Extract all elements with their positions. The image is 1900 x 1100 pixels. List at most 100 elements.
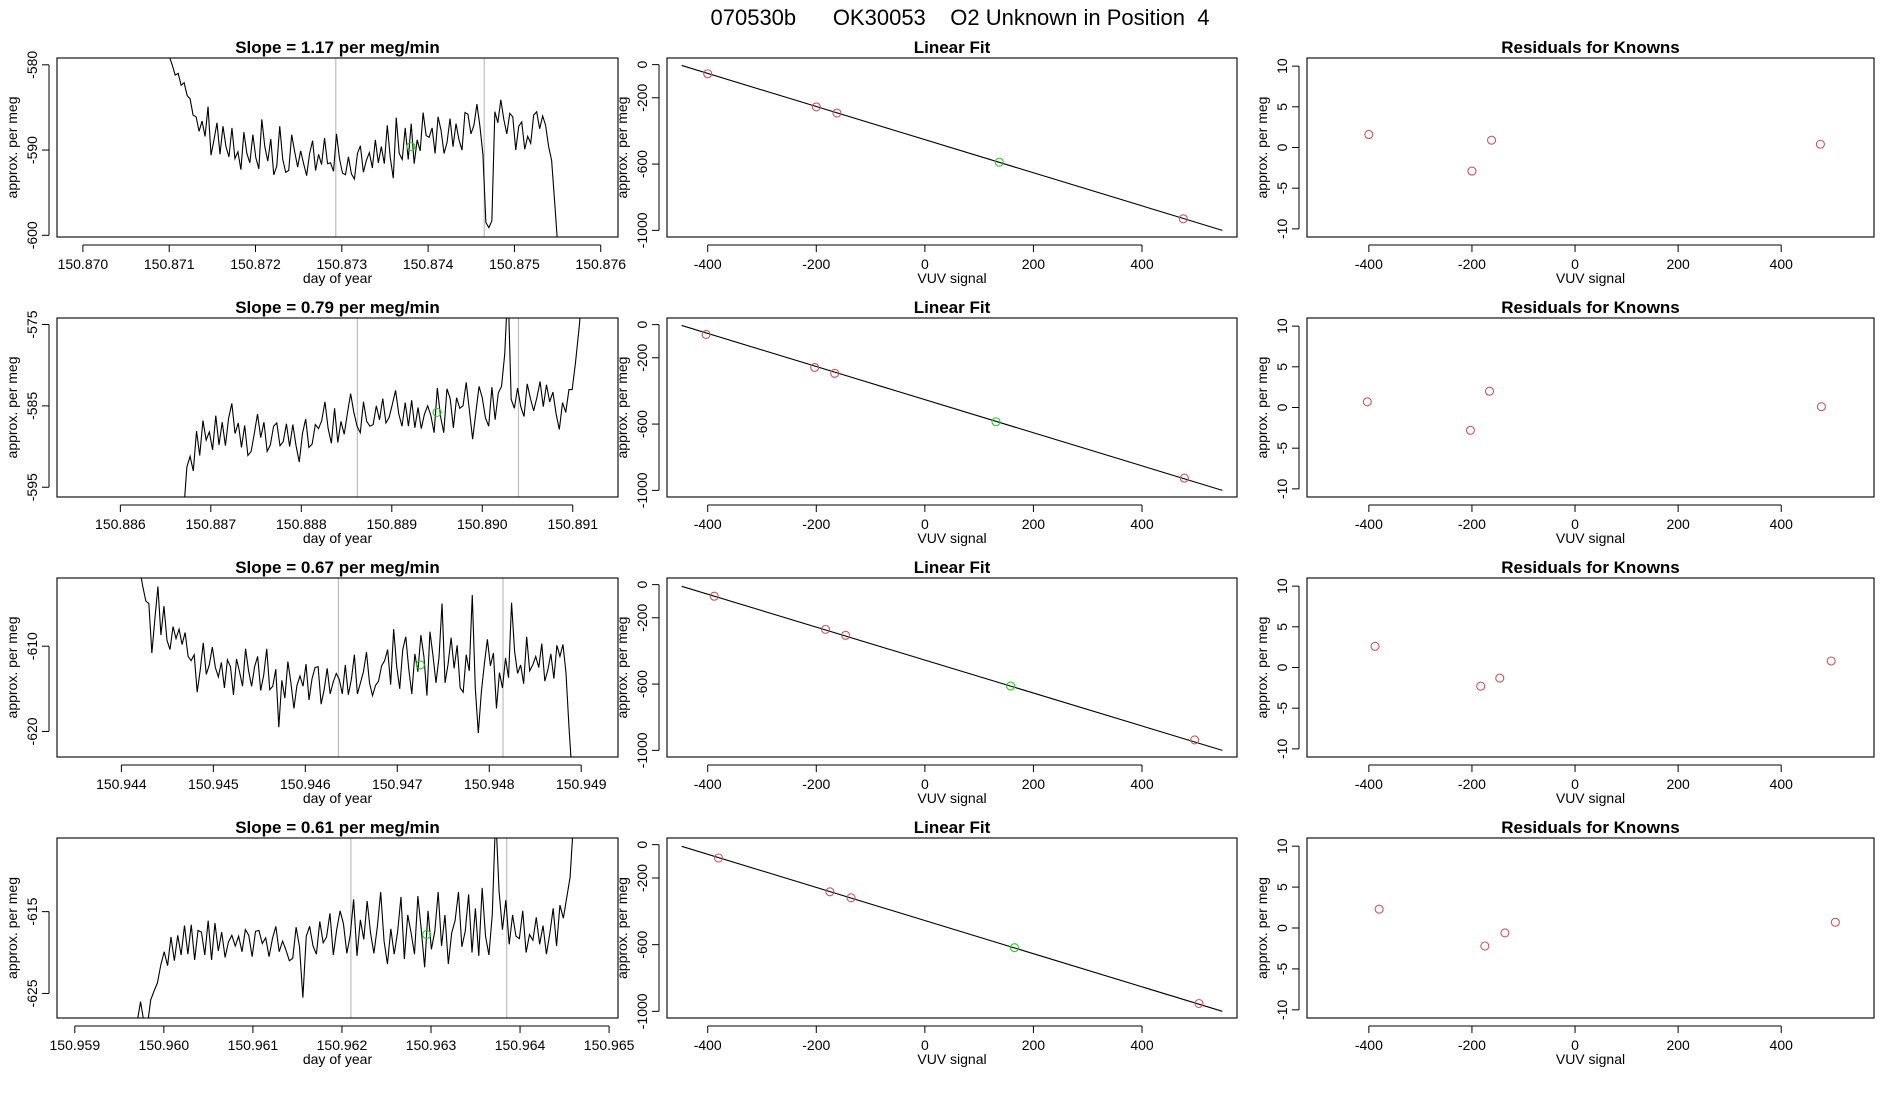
y-axis-label: approx. per meg (1254, 617, 1270, 719)
x-tick-label: -400 (694, 256, 722, 272)
x-tick-label: 150.948 (464, 776, 515, 792)
x-tick-label: -400 (1355, 256, 1383, 272)
x-tick-label: 200 (1022, 516, 1046, 532)
x-axis-label: VUV signal (1556, 530, 1625, 546)
y-tick-label: -10 (1274, 739, 1290, 759)
x-tick-label: 150.961 (228, 1037, 279, 1053)
plot-frame (1306, 577, 1875, 758)
known-point (1484, 386, 1495, 396)
x-tick-label: 150.875 (489, 256, 540, 272)
y-axis-label: approx. per meg (1254, 877, 1270, 979)
known-point (1179, 473, 1189, 483)
y-axis-label: approx. per meg (614, 617, 630, 719)
plot-frame (56, 837, 619, 1019)
x-tick-label: 200 (1022, 256, 1046, 272)
known-point (846, 893, 856, 903)
x-tick-label: 150.876 (575, 256, 626, 272)
x-tick-label: 150.872 (230, 256, 281, 272)
y-tick-label: -1000 (634, 212, 650, 248)
panel-1-1-scatter: -400 -200 0 200 400 0 -200 -600 -1000 Linear Fit V… (614, 298, 1238, 546)
series-line (137, 838, 574, 1018)
x-axis-label: day of year (303, 270, 373, 286)
y-tick-label: -10 (1274, 999, 1290, 1019)
x-tick-label: 150.871 (144, 256, 195, 272)
y-tick-label: 0 (634, 61, 650, 69)
known-point (701, 329, 711, 339)
y-axis-label: approx. per meg (4, 97, 20, 199)
panel-0-1-scatter: -400 -200 0 200 400 0 -200 -600 -1000 Linear Fit V… (614, 38, 1238, 286)
panel-title: Slope = 0.61 per meg/min (235, 818, 440, 837)
series-line (169, 58, 558, 237)
y-tick-label: -625 (24, 979, 40, 1007)
unknown-point (415, 660, 425, 670)
x-tick-label: 150.962 (317, 1037, 368, 1053)
known-point (1815, 139, 1825, 149)
x-tick-label: 150.946 (280, 776, 331, 792)
known-point (832, 108, 842, 118)
x-axis-label: VUV signal (1556, 270, 1625, 286)
y-tick-label: 10 (1274, 578, 1290, 594)
y-tick-label: -600 (634, 670, 650, 698)
fit-line (681, 585, 1223, 751)
x-tick-label: -200 (1458, 1037, 1486, 1053)
x-tick-label: -200 (802, 256, 830, 272)
y-tick-label: 0 (634, 841, 650, 849)
plot-area (169, 58, 558, 237)
known-point (1465, 425, 1475, 435)
unknown-point (994, 157, 1004, 167)
y-tick-label: 0 (1274, 143, 1290, 151)
x-tick-label: -400 (694, 1037, 722, 1053)
plot-area (681, 845, 1223, 1012)
y-tick-label: 10 (1274, 58, 1290, 74)
known-point (1364, 129, 1374, 140)
y-axis-label: approx. per meg (4, 617, 20, 719)
x-tick-label: 200 (1666, 776, 1690, 792)
series-line (184, 318, 581, 497)
x-tick-label: 400 (1130, 516, 1154, 532)
panel-title: Residuals for Knowns (1501, 298, 1680, 317)
y-axis-label: approx. per meg (4, 357, 20, 459)
y-tick-label: -600 (634, 410, 650, 438)
x-axis-label: VUV signal (917, 530, 986, 546)
x-tick-label: 200 (1666, 516, 1690, 532)
y-tick-label: 5 (1274, 363, 1290, 371)
panel-1-0-line: 150.886 150.887 150.888 150.889 150.890 150.8… (4, 298, 619, 546)
plot-frame (1306, 317, 1875, 498)
plot-area (184, 318, 581, 497)
x-tick-label: 0 (921, 516, 929, 532)
panel-title: Slope = 1.17 per meg/min (235, 38, 440, 57)
known-point (1178, 214, 1188, 224)
x-tick-label: 0 (1571, 256, 1579, 272)
known-point (1826, 656, 1836, 666)
fit-line (681, 324, 1223, 491)
plot-frame (666, 317, 1238, 498)
known-point (1830, 917, 1840, 927)
y-axis-label: approx. per meg (4, 877, 20, 979)
x-tick-label: 150.964 (495, 1037, 546, 1053)
plot-frame (666, 57, 1238, 238)
known-point (1374, 904, 1384, 914)
y-tick-label: -200 (634, 84, 650, 112)
x-tick-label: 200 (1022, 1037, 1046, 1053)
x-tick-label: 200 (1022, 776, 1046, 792)
x-tick-label: 400 (1770, 776, 1794, 792)
panel-2-2-scatter: -400 -200 0 200 400 -10 -5 0 5 10 Residuals for Kn… (1254, 558, 1875, 806)
x-axis-label: VUV signal (1556, 790, 1625, 806)
y-axis-label: approx. per meg (1254, 357, 1270, 459)
y-tick-label: 10 (1274, 838, 1290, 854)
y-tick-label: 0 (1274, 403, 1290, 411)
panel-3-0-line: 150.959 150.960 150.961 150.962 150.963 150.9… (4, 818, 635, 1067)
unknown-point (991, 417, 1001, 427)
known-point (810, 362, 820, 372)
y-tick-label: -1000 (634, 993, 650, 1029)
known-point (1476, 681, 1486, 691)
y-axis-label: approx. per meg (614, 97, 630, 199)
known-point (714, 853, 724, 863)
y-tick-label: -5 (1274, 702, 1290, 715)
x-tick-label: 150.891 (547, 516, 598, 532)
fit-line (681, 845, 1223, 1012)
x-tick-label: -400 (694, 776, 722, 792)
x-tick-label: 400 (1130, 1037, 1154, 1053)
panel-title: Slope = 0.79 per meg/min (235, 298, 440, 317)
